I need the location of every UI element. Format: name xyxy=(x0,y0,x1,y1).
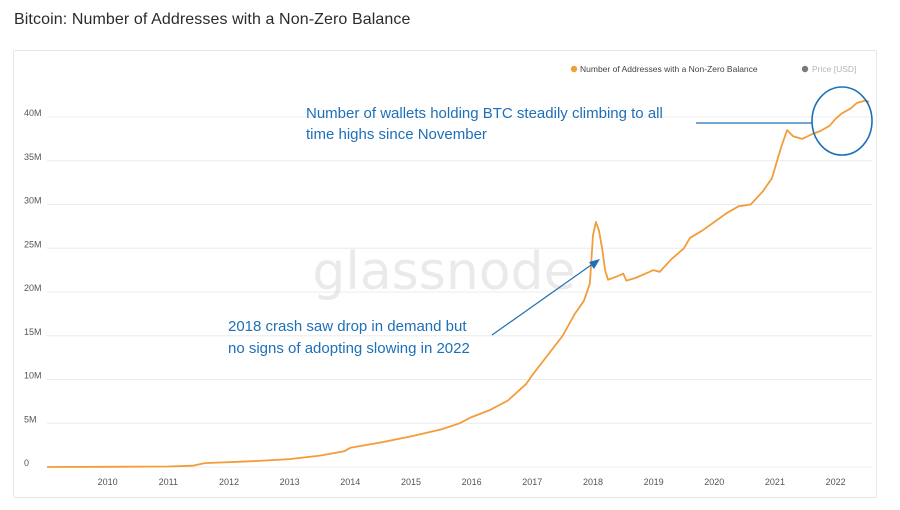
annotation-bottom-line-2: no signs of adopting slowing in 2022 xyxy=(228,340,470,357)
series-layer xyxy=(46,99,870,468)
x-tick-label: 2019 xyxy=(644,477,664,487)
x-tick-label: 2020 xyxy=(704,477,724,487)
annotation-bottom-arrow-head xyxy=(589,259,600,269)
y-tick-label: 15M xyxy=(24,327,42,337)
legend: Number of Addresses with a Non-Zero Bala… xyxy=(570,64,856,74)
x-tick-label: 2018 xyxy=(583,477,603,487)
x-tick-label: 2015 xyxy=(401,477,421,487)
annotation-bottom-arrow-line xyxy=(491,262,595,336)
y-tick-label: 10M xyxy=(24,371,42,381)
y-tick-label: 40M xyxy=(24,108,42,118)
legend-dot-price xyxy=(801,65,809,73)
x-tick-label: 2016 xyxy=(462,477,482,487)
annotation-top-line-1: Number of wallets holding BTC steadily c… xyxy=(306,105,663,122)
page-title: Bitcoin: Number of Addresses with a Non-… xyxy=(14,11,411,28)
x-tick-label: 2014 xyxy=(340,477,360,487)
annotation-highlight-circle xyxy=(811,86,873,156)
chart-frame: 0 5M 10M 15M 20M 25M 30M 35M 40M 2010 2011 2012 201… xyxy=(13,50,877,498)
legend-item-addresses[interactable]: Number of Addresses with a Non-Zero Bala… xyxy=(580,64,758,74)
watermark: glassnode xyxy=(312,242,575,302)
x-tick-label: 2012 xyxy=(219,477,239,487)
y-tick-label: 30M xyxy=(24,196,42,206)
x-tick-label: 2011 xyxy=(159,477,178,487)
annotation-top-line-2: time highs since November xyxy=(306,126,487,143)
y-tick-label: 0 xyxy=(24,458,29,468)
grid-lines xyxy=(47,116,872,468)
x-tick-label: 2017 xyxy=(522,477,542,487)
legend-dot-addresses xyxy=(570,65,578,73)
x-tick-label: 2010 xyxy=(98,477,118,487)
legend-item-price[interactable]: Price [USD] xyxy=(812,64,856,74)
annotation-bottom-line-1: 2018 crash saw drop in demand but xyxy=(228,318,467,335)
annotation-top: Number of wallets holding BTC steadily c… xyxy=(306,86,873,156)
y-tick-label: 20M xyxy=(24,283,42,293)
y-tick-label: 35M xyxy=(24,152,42,162)
y-axis-ticks: 0 5M 10M 15M 20M 25M 30M 35M 40M xyxy=(24,108,42,468)
y-tick-label: 25M xyxy=(24,239,42,249)
x-tick-label: 2013 xyxy=(280,477,300,487)
x-tick-label: 2021 xyxy=(765,477,785,487)
series-line-addresses[interactable] xyxy=(46,99,870,468)
annotation-bottom: 2018 crash saw drop in demand but no sig… xyxy=(228,259,600,357)
x-tick-label: 2022 xyxy=(826,477,846,487)
x-axis-ticks: 2010 2011 2012 2013 2014 2015 2016 2017 2018 2019… xyxy=(98,477,846,487)
y-tick-label: 5M xyxy=(24,414,37,424)
